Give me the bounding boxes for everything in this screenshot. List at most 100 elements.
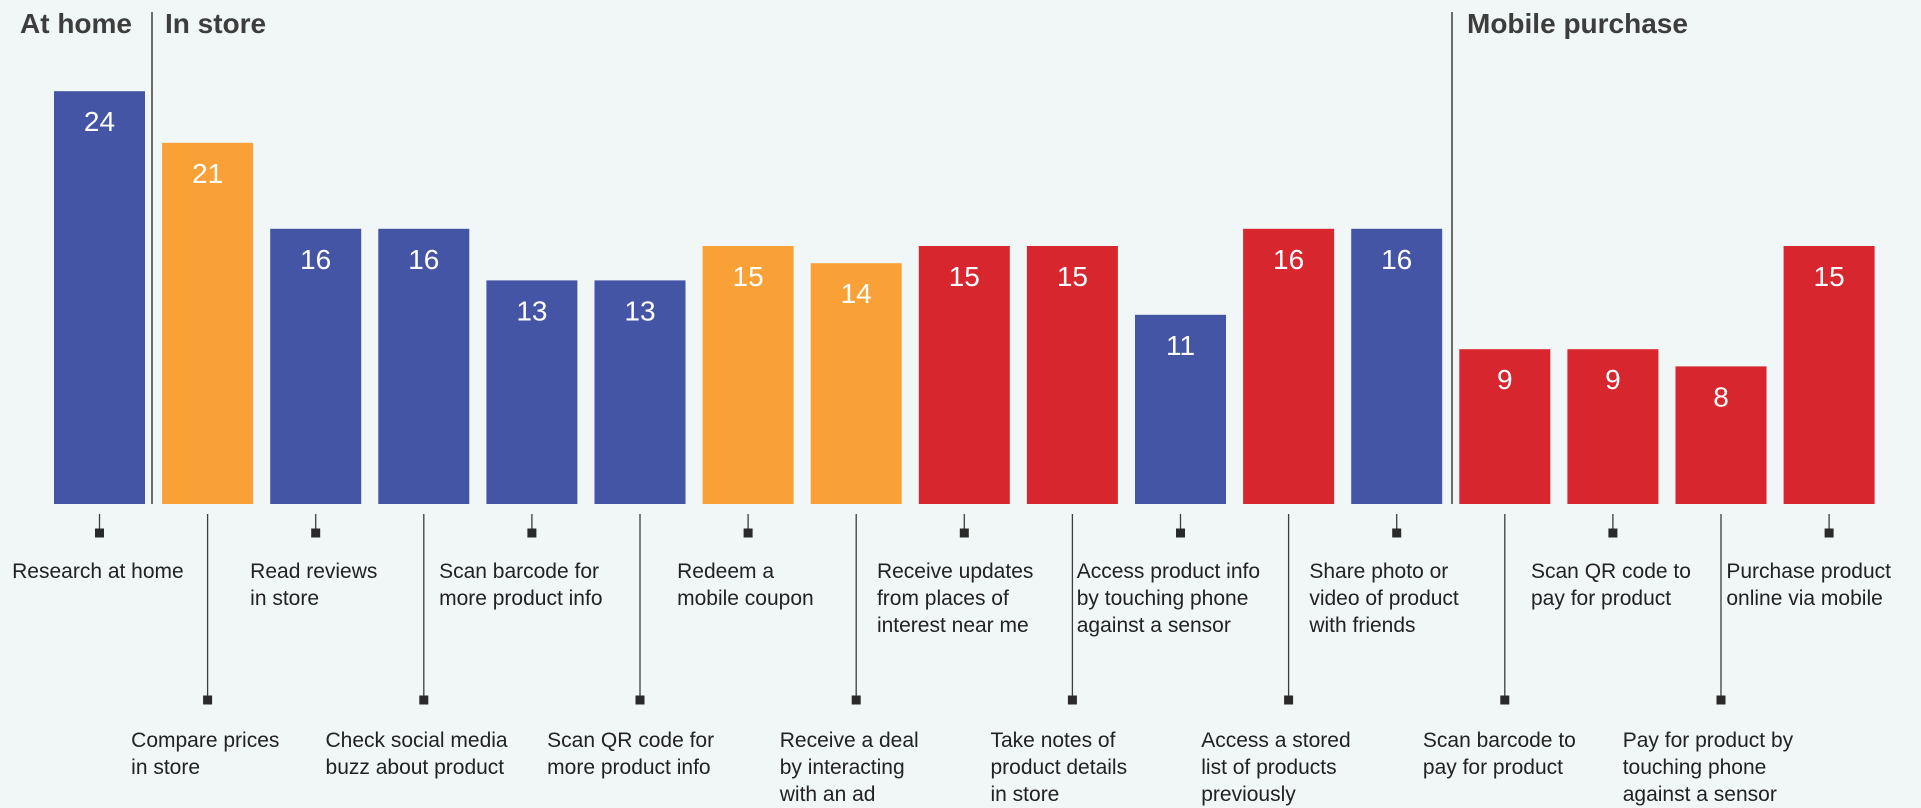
bar-value-label-14: 9: [1605, 364, 1621, 395]
bar-value-label-1: 21: [192, 158, 223, 189]
bar-14: [1567, 349, 1659, 504]
bar-4: [486, 280, 578, 504]
tick-marker-16: [1824, 528, 1834, 538]
category-label-10-line-0: Access product info: [1077, 560, 1260, 583]
category-label-15: Pay for product by touching phone against …: [1623, 729, 1794, 806]
category-label-11-line-0: Access a stored: [1201, 729, 1350, 752]
category-label-12: Share photo or video of product with frien…: [1308, 560, 1459, 637]
bar-0: [54, 91, 145, 504]
category-label-8-line-1: from places of: [877, 587, 1009, 610]
category-label-6-line-0: Redeem a: [677, 560, 774, 583]
bar-value-label-5: 13: [624, 295, 655, 326]
category-label-14: Scan QR code to pay for product: [1531, 560, 1691, 610]
category-label-16-line-1: online via mobile: [1726, 587, 1882, 610]
tick-marker-4: [527, 528, 537, 538]
bar-value-label-16: 15: [1814, 261, 1845, 292]
section-title-at-home: At home: [20, 8, 132, 39]
bar-1: [162, 142, 254, 505]
bar-value-label-7: 14: [841, 278, 872, 309]
category-label-9-line-1: product details: [991, 756, 1128, 779]
category-label-2-line-1: in store: [250, 587, 319, 610]
category-label-10: Access product info by touching phone agai…: [1077, 560, 1260, 637]
tick-marker-10: [1176, 528, 1185, 538]
category-label-2-line-0: Read reviews: [250, 560, 377, 583]
bar-13: [1459, 349, 1551, 504]
category-label-1: Compare prices in store: [131, 729, 279, 779]
bar-value-label-3: 16: [408, 244, 439, 275]
category-label-15-line-2: against a sensor: [1623, 783, 1777, 806]
tick-marker-7: [851, 695, 861, 705]
category-label-1-line-0: Compare prices: [131, 729, 279, 752]
bar-6: [702, 246, 794, 504]
bar-2: [270, 228, 362, 505]
category-label-0-line-0: Research at home: [12, 560, 184, 583]
bar-value-label-0: 24: [84, 106, 115, 137]
category-label-12-line-1: video of product: [1309, 587, 1459, 610]
category-label-8-line-0: Receive updates: [877, 560, 1033, 583]
tick-marker-8: [959, 528, 969, 538]
category-label-5-line-1: more product info: [547, 756, 710, 779]
tick-marker-1: [203, 695, 213, 705]
bar-value-label-11: 16: [1273, 244, 1304, 275]
category-label-4-line-0: Scan barcode for: [439, 560, 599, 583]
category-label-8: Receive updates from places of interest ne…: [877, 560, 1033, 637]
tick-marker-5: [635, 695, 645, 705]
bar-value-label-4: 13: [516, 295, 547, 326]
category-label-14-line-0: Scan QR code to: [1531, 560, 1691, 583]
bar-value-label-9: 15: [1057, 261, 1088, 292]
category-label-16: Purchase product online via mobile: [1726, 560, 1891, 610]
tick-marker-12: [1392, 528, 1402, 538]
bar-value-label-13: 9: [1497, 364, 1513, 395]
category-label-3-line-1: buzz about product: [326, 756, 505, 779]
bar-3: [378, 228, 470, 505]
tick-marker-0: [95, 528, 104, 538]
category-label-9: Take notes of product details in store: [991, 729, 1128, 806]
category-label-10-line-1: by touching phone: [1077, 587, 1249, 610]
bar-value-label-15: 8: [1713, 381, 1729, 412]
section-title-mobile-purchase: Mobile purchase: [1467, 8, 1688, 39]
category-label-11-line-2: previously: [1201, 783, 1296, 806]
category-label-11-line-1: list of products: [1201, 756, 1336, 779]
section-title-in-store: In store: [165, 8, 266, 39]
category-label-5-line-0: Scan QR code for: [547, 729, 714, 752]
category-label-5: Scan QR code for more product info: [547, 729, 714, 779]
tick-marker-6: [743, 528, 753, 538]
tick-marker-11: [1284, 695, 1294, 705]
bar-11: [1243, 228, 1335, 505]
category-label-13-line-1: pay for product: [1423, 756, 1563, 779]
category-label-9-line-0: Take notes of: [991, 729, 1116, 752]
category-label-13-line-0: Scan barcode to: [1423, 729, 1576, 752]
category-label-7-line-2: with an ad: [779, 783, 876, 806]
bar-value-label-10: 11: [1166, 330, 1195, 361]
tick-marker-9: [1067, 695, 1077, 705]
category-label-0: Research at home: [12, 560, 184, 583]
category-label-13: Scan barcode to pay for product: [1423, 729, 1576, 779]
bar-value-label-6: 15: [733, 261, 764, 292]
category-label-8-line-2: interest near me: [877, 614, 1029, 637]
bar-12: [1351, 228, 1443, 505]
category-label-1-line-1: in store: [131, 756, 200, 779]
category-label-15-line-0: Pay for product by: [1623, 729, 1794, 752]
category-label-6: Redeem a mobile coupon: [677, 560, 814, 610]
tick-marker-2: [311, 528, 321, 538]
category-label-3-line-0: Check social media: [326, 729, 508, 752]
tick-marker-3: [419, 695, 429, 705]
category-label-9-line-2: in store: [991, 783, 1060, 806]
category-label-11: Access a stored list of products previousl…: [1201, 729, 1350, 806]
category-label-7-line-0: Receive a deal: [780, 729, 919, 752]
category-label-2: Read reviews in store: [250, 560, 377, 610]
category-label-6-line-1: mobile coupon: [677, 587, 814, 610]
tick-marker-13: [1500, 695, 1510, 705]
category-label-14-line-1: pay for product: [1531, 587, 1671, 610]
category-label-12-line-2: with friends: [1308, 614, 1415, 637]
bar-8: [918, 246, 1010, 504]
category-label-7-line-1: by interacting: [780, 756, 905, 779]
category-label-4-line-1: more product info: [439, 587, 602, 610]
bars-group: 24 21 16 16 13 13 15 14 15 15 11 16 16 9 9 8 15: [54, 91, 1875, 505]
category-label-7: Receive a deal by interacting with an ad: [779, 729, 919, 806]
category-label-15-line-1: touching phone: [1623, 756, 1767, 779]
bar-10: [1135, 314, 1226, 504]
bar-value-label-8: 15: [949, 261, 980, 292]
